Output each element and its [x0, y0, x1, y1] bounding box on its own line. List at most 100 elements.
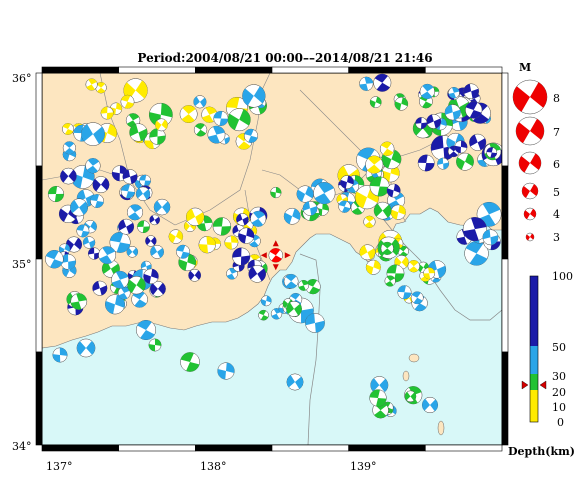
focal-mechanism [463, 83, 480, 100]
focal-mechanism [448, 86, 460, 99]
focal-mechanism [242, 84, 266, 108]
focal-mechanism [168, 229, 184, 244]
focal-mechanism [52, 347, 68, 363]
focal-mechanism [175, 244, 190, 259]
focal-mechanism [359, 76, 374, 91]
magnitude-label-6: 6 [553, 158, 560, 171]
focal-mechanism [523, 207, 537, 221]
period-title: Period:2004/08/21 00:00––2014/08/21 21:4… [137, 51, 432, 65]
focal-mechanism [407, 260, 420, 273]
focal-mechanism [379, 141, 395, 157]
focal-mechanism [149, 128, 166, 145]
focal-mechanism [143, 268, 159, 285]
focal-mechanism [232, 247, 251, 266]
focal-mechanism [213, 110, 229, 126]
focal-mechanism [415, 117, 428, 130]
depth-tick-0: 0 [557, 416, 564, 429]
focal-mechanism [60, 253, 77, 270]
focal-mechanism [122, 169, 138, 185]
focal-mechanism [260, 295, 272, 307]
focal-mechanism [95, 82, 107, 94]
focal-mechanism [421, 396, 439, 414]
main-event-beachball [260, 240, 291, 271]
depth-marker-arrows [521, 380, 547, 390]
focal-mechanism [305, 313, 325, 333]
focal-mechanism [70, 198, 89, 217]
focal-mechanism [118, 218, 135, 235]
focal-mechanism [296, 185, 314, 203]
focal-mechanism [397, 285, 412, 300]
focal-mechanism [137, 220, 150, 234]
lat-tick-34: 34° [12, 440, 32, 453]
focal-mechanism [444, 104, 461, 121]
focal-mechanism [394, 96, 409, 111]
lon-tick-137: 137° [46, 460, 73, 473]
depth-band-green [530, 374, 538, 390]
focal-mechanism [340, 175, 354, 190]
focal-mechanism [135, 319, 157, 341]
focal-mechanism [150, 280, 166, 297]
focal-mechanism [45, 249, 64, 269]
map-frame-scale-bar [35, 66, 509, 452]
focal-mechanism [227, 108, 251, 132]
lat-tick-35: 35° [12, 258, 32, 271]
focal-mechanism [404, 390, 417, 403]
magnitude-label-5: 5 [553, 186, 560, 199]
focal-mechanism [410, 291, 424, 305]
focal-mechanism [90, 194, 104, 208]
focal-mechanism [386, 183, 401, 198]
depth-tick-10: 10 [552, 401, 566, 414]
focal-mechanism [454, 140, 468, 154]
focal-mechanism [70, 293, 88, 310]
focal-mechanism [258, 309, 269, 321]
focal-mechanism [236, 213, 249, 226]
focal-mechanism [437, 157, 450, 170]
focal-mechanism [384, 275, 396, 287]
focal-mechanism [186, 207, 205, 226]
focal-mechanism [464, 241, 489, 266]
focal-mechanism [85, 158, 101, 174]
depth-band-deep [530, 276, 538, 346]
focal-mechanism [126, 204, 144, 221]
focal-mechanism [250, 210, 267, 227]
focal-mechanism [370, 376, 389, 395]
focal-mechanism [369, 96, 382, 109]
focal-mechanism [87, 247, 101, 260]
focal-mechanism [482, 229, 499, 246]
focal-mechanism [120, 184, 136, 199]
focal-mechanism [127, 276, 146, 295]
focal-mechanism [298, 279, 310, 291]
focal-mechanism [47, 185, 65, 203]
focal-mechanism [369, 176, 390, 197]
focal-mechanism [338, 200, 351, 213]
focal-mechanism [120, 94, 135, 109]
focal-mechanism [201, 106, 218, 123]
focal-mechanism [363, 215, 376, 228]
focal-mechanism [243, 128, 259, 143]
focal-mechanism [81, 122, 105, 146]
focal-mechanism [62, 141, 76, 155]
depth-tick-50: 50 [552, 341, 566, 354]
focal-mechanism [462, 217, 487, 242]
focal-mechanism [313, 182, 336, 205]
depth-scale-title: Depth(km) [508, 445, 575, 458]
focal-mechanism [465, 101, 483, 119]
magnitude-label-3: 3 [553, 231, 560, 244]
focal-mechanism [100, 106, 114, 120]
focal-mechanism [390, 204, 406, 220]
focal-mechanism [283, 207, 301, 225]
focal-mechanism [61, 123, 74, 135]
focal-mechanism [198, 236, 216, 254]
focal-mechanism [82, 236, 96, 249]
focal-mechanism [486, 147, 498, 158]
focal-mechanism [226, 267, 238, 280]
depth-band-mid [530, 346, 538, 374]
focal-mechanism [188, 268, 202, 282]
focal-mechanism [426, 113, 442, 129]
focal-mechanism [365, 259, 381, 275]
focal-mechanism [512, 79, 548, 115]
focal-mechanism [117, 286, 131, 300]
focal-mechanism [369, 389, 387, 407]
focal-mechanism [518, 151, 542, 175]
